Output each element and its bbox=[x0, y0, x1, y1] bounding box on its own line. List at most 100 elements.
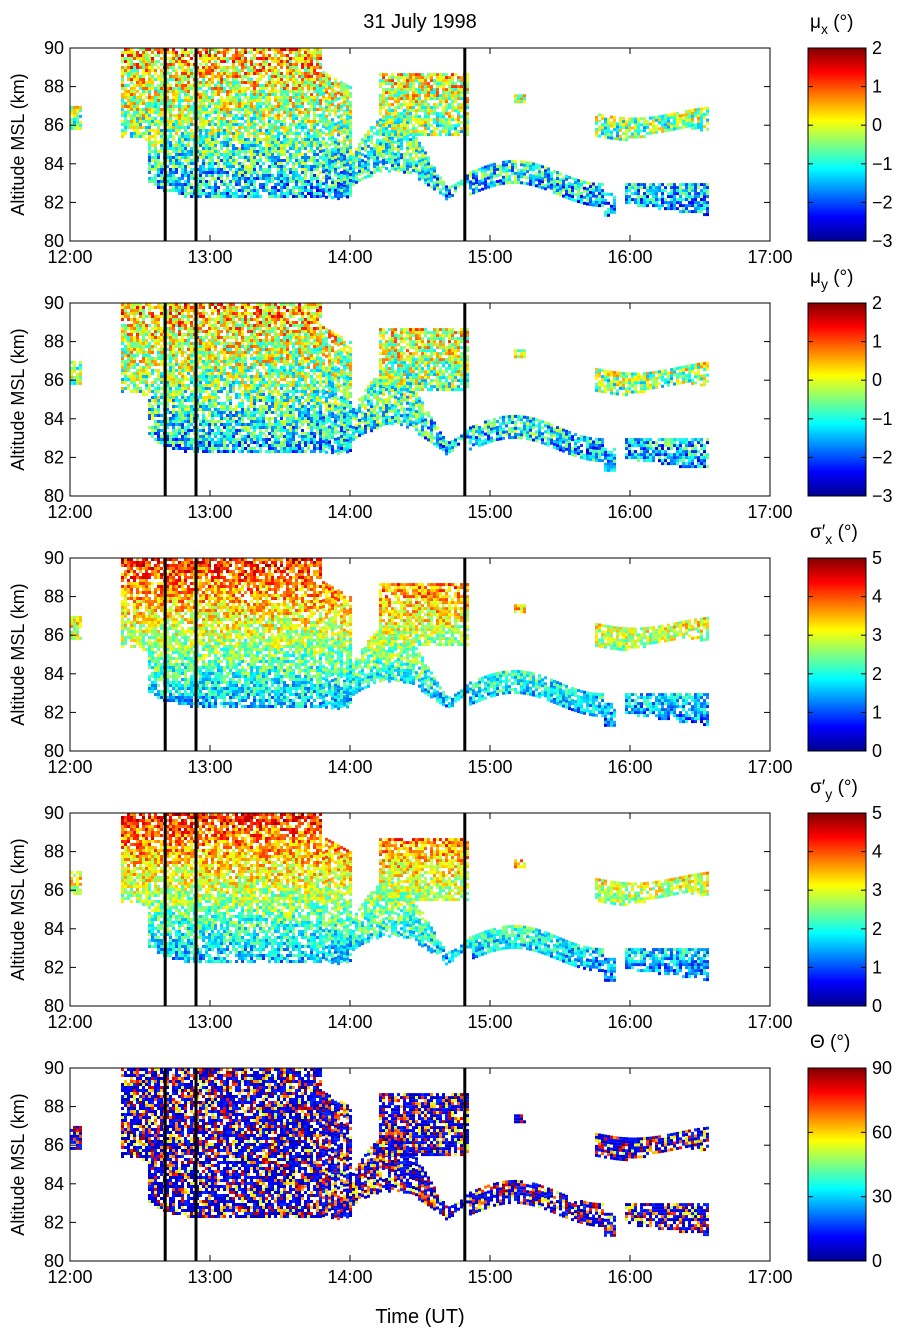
colorbar-tick-label: −1 bbox=[872, 154, 893, 174]
colorbar-tick-label: 60 bbox=[872, 1122, 892, 1142]
x-tick-label: 13:00 bbox=[187, 1267, 232, 1287]
colorbar bbox=[808, 1068, 866, 1261]
colorbar-tick-label: 0 bbox=[872, 996, 882, 1016]
colorbar-tick-label: 2 bbox=[872, 919, 882, 939]
y-tick-label: 86 bbox=[44, 1135, 64, 1155]
y-axis-title: Altitude MSL (km) bbox=[8, 838, 28, 980]
colorbar-title: Θ (°) bbox=[810, 1032, 850, 1053]
y-axis-title: Altitude MSL (km) bbox=[8, 73, 28, 215]
y-tick-label: 82 bbox=[44, 702, 64, 722]
colorbar-tick-label: −1 bbox=[872, 409, 893, 429]
y-tick-label: 90 bbox=[44, 1058, 64, 1078]
y-tick-label: 82 bbox=[44, 192, 64, 212]
colorbar-title: μx (°) bbox=[810, 12, 853, 37]
colorbar-tick-label: 2 bbox=[872, 664, 882, 684]
x-tick-label: 13:00 bbox=[187, 502, 232, 522]
x-tick-label: 14:00 bbox=[327, 247, 372, 267]
x-tick-label: 17:00 bbox=[747, 502, 792, 522]
x-tick-label: 14:00 bbox=[327, 757, 372, 777]
panel-3: 12:00 13:00 14:00 15:00 16:00 17:009088868482… bbox=[8, 522, 882, 777]
colorbar bbox=[808, 303, 866, 496]
y-tick-label: 80 bbox=[44, 741, 64, 761]
colorbar-tick-label: −3 bbox=[872, 486, 893, 506]
x-tick-label: 16:00 bbox=[607, 247, 652, 267]
x-tick-label: 14:00 bbox=[327, 502, 372, 522]
figure-title: 31 July 1998 bbox=[363, 11, 476, 33]
y-tick-label: 88 bbox=[44, 1097, 64, 1117]
colorbar-tick-label: −2 bbox=[872, 192, 893, 212]
y-axis-title: Altitude MSL (km) bbox=[8, 1093, 28, 1235]
colorbar-title: σ′y (°) bbox=[810, 777, 858, 802]
x-tick-label: 17:00 bbox=[747, 247, 792, 267]
y-tick-label: 88 bbox=[44, 77, 64, 97]
x-tick-label: 13:00 bbox=[187, 757, 232, 777]
y-tick-label: 84 bbox=[44, 1174, 64, 1194]
colorbar bbox=[808, 558, 866, 751]
colorbar-tick-label: 5 bbox=[872, 548, 882, 568]
colorbar-tick-label: 1 bbox=[872, 702, 882, 722]
y-tick-label: 88 bbox=[44, 587, 64, 607]
y-tick-label: 90 bbox=[44, 293, 64, 313]
y-tick-label: 80 bbox=[44, 231, 64, 251]
y-tick-label: 84 bbox=[44, 919, 64, 939]
y-tick-label: 80 bbox=[44, 996, 64, 1016]
y-tick-label: 86 bbox=[44, 115, 64, 135]
x-tick-label: 13:00 bbox=[187, 247, 232, 267]
panel-4: 12:00 13:00 14:00 15:00 16:00 17:009088868482… bbox=[8, 777, 882, 1032]
x-tick-label: 15:00 bbox=[467, 247, 512, 267]
colorbar-tick-label: 4 bbox=[872, 587, 882, 607]
x-axis-title: Time (UT) bbox=[375, 1306, 464, 1328]
x-tick-label: 15:00 bbox=[467, 1012, 512, 1032]
x-tick-label: 14:00 bbox=[327, 1012, 372, 1032]
y-tick-label: 84 bbox=[44, 154, 64, 174]
colorbar-tick-label: −3 bbox=[872, 231, 893, 251]
x-tick-label: 17:00 bbox=[747, 757, 792, 777]
x-tick-label: 16:00 bbox=[607, 757, 652, 777]
colorbar-tick-label: 2 bbox=[872, 293, 882, 313]
colorbar-tick-label: 90 bbox=[872, 1058, 892, 1078]
colorbar-tick-label: 3 bbox=[872, 625, 882, 645]
colorbar-tick-label: 0 bbox=[872, 741, 882, 761]
y-tick-label: 90 bbox=[44, 803, 64, 823]
colorbar-title: σ′x (°) bbox=[810, 522, 858, 547]
colorbar bbox=[808, 48, 866, 241]
colorbar-tick-label: 2 bbox=[872, 38, 882, 58]
y-tick-label: 82 bbox=[44, 957, 64, 977]
y-tick-label: 82 bbox=[44, 1212, 64, 1232]
colorbar-tick-label: 4 bbox=[872, 842, 882, 862]
colorbar-tick-label: −2 bbox=[872, 447, 893, 467]
colorbar bbox=[808, 813, 866, 1006]
y-tick-label: 86 bbox=[44, 880, 64, 900]
colorbar-tick-label: 0 bbox=[872, 115, 882, 135]
y-tick-label: 86 bbox=[44, 625, 64, 645]
y-tick-label: 80 bbox=[44, 486, 64, 506]
x-tick-label: 14:00 bbox=[327, 1267, 372, 1287]
y-tick-label: 88 bbox=[44, 842, 64, 862]
colorbar-tick-label: 1 bbox=[872, 77, 882, 97]
y-tick-label: 86 bbox=[44, 370, 64, 390]
colorbar-tick-label: 1 bbox=[872, 957, 882, 977]
colorbar-tick-label: 0 bbox=[872, 1251, 882, 1271]
panel-1: 12:00 13:00 14:00 15:00 16:00 17:009088868482… bbox=[8, 12, 893, 267]
y-tick-label: 82 bbox=[44, 447, 64, 467]
x-tick-label: 15:00 bbox=[467, 1267, 512, 1287]
y-tick-label: 84 bbox=[44, 664, 64, 684]
colorbar-tick-label: 1 bbox=[872, 332, 882, 352]
y-axis-title: Altitude MSL (km) bbox=[8, 328, 28, 470]
panel-2: 12:00 13:00 14:00 15:00 16:00 17:009088868482… bbox=[8, 267, 893, 522]
y-tick-label: 90 bbox=[44, 548, 64, 568]
y-tick-label: 80 bbox=[44, 1251, 64, 1271]
colorbar-tick-label: 5 bbox=[872, 803, 882, 823]
colorbar-title: μy (°) bbox=[810, 267, 853, 292]
y-tick-label: 84 bbox=[44, 409, 64, 429]
panel-5: 12:00 13:00 14:00 15:00 16:00 17:009088868482… bbox=[8, 1032, 892, 1287]
y-tick-label: 88 bbox=[44, 332, 64, 352]
y-axis-title: Altitude MSL (km) bbox=[8, 583, 28, 725]
y-tick-label: 90 bbox=[44, 38, 64, 58]
x-tick-label: 15:00 bbox=[467, 502, 512, 522]
x-tick-label: 13:00 bbox=[187, 1012, 232, 1032]
colorbar-tick-label: 30 bbox=[872, 1187, 892, 1207]
colorbar-tick-label: 3 bbox=[872, 880, 882, 900]
x-tick-label: 16:00 bbox=[607, 502, 652, 522]
